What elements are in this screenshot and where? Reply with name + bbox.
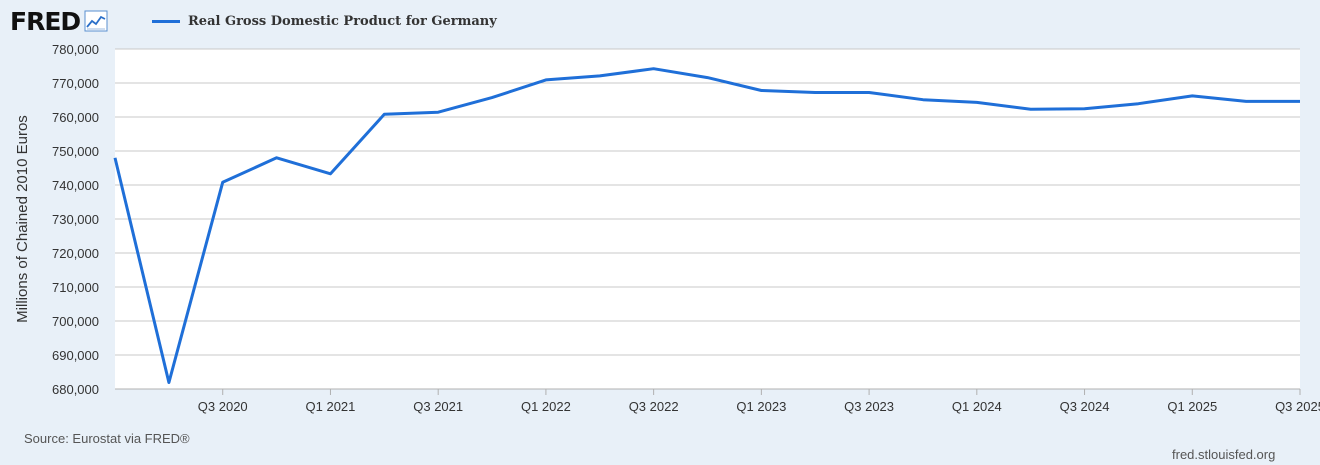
data-point[interactable] bbox=[272, 153, 282, 163]
data-point[interactable] bbox=[218, 177, 228, 187]
y-tick-label: 730,000 bbox=[52, 212, 99, 227]
data-point[interactable] bbox=[649, 64, 659, 74]
y-tick-label: 700,000 bbox=[52, 314, 99, 329]
data-point[interactable] bbox=[810, 88, 820, 98]
series-layer bbox=[110, 64, 1305, 388]
y-tick-label: 750,000 bbox=[52, 144, 99, 159]
fred-logo[interactable]: FRED bbox=[10, 6, 81, 36]
y-tick-label: 680,000 bbox=[52, 382, 99, 397]
x-tick-label: Q3 2022 bbox=[629, 399, 679, 414]
data-point[interactable] bbox=[379, 109, 389, 119]
data-point[interactable] bbox=[1187, 91, 1197, 101]
x-tick-label: Q3 2020 bbox=[198, 399, 248, 414]
data-point[interactable] bbox=[487, 93, 497, 103]
y-tick-label: 780,000 bbox=[52, 42, 99, 57]
y-tick-label: 770,000 bbox=[52, 76, 99, 91]
data-point[interactable] bbox=[110, 153, 120, 163]
y-tick-label: 760,000 bbox=[52, 110, 99, 125]
x-tick-label: Q1 2022 bbox=[521, 399, 571, 414]
data-point[interactable] bbox=[864, 88, 874, 98]
chart-line-icon bbox=[84, 10, 108, 32]
x-tick-label: Q3 2025 bbox=[1275, 399, 1320, 414]
y-tick-label: 740,000 bbox=[52, 178, 99, 193]
x-axis: Q3 2020 Q1 2021 Q3 2021 Q1 2022 Q3 2022 Q1 20… bbox=[115, 388, 1320, 414]
data-point[interactable] bbox=[1026, 104, 1036, 114]
legend-label[interactable]: Real Gross Domestic Product for Germany bbox=[188, 14, 497, 29]
y-tick-label: 720,000 bbox=[52, 246, 99, 261]
x-tick-label: Q3 2021 bbox=[413, 399, 463, 414]
data-point[interactable] bbox=[1080, 104, 1090, 114]
data-point[interactable] bbox=[1133, 99, 1143, 109]
x-tick-label: Q1 2021 bbox=[306, 399, 356, 414]
y-axis: 680,000 690,000 700,000 710,000 720,000 730,0… bbox=[52, 42, 99, 397]
data-point[interactable] bbox=[756, 85, 766, 95]
data-point[interactable] bbox=[1241, 96, 1251, 106]
data-point[interactable] bbox=[918, 95, 928, 105]
site-url[interactable]: fred.stlouisfed.org bbox=[1172, 447, 1276, 462]
data-point[interactable] bbox=[325, 169, 335, 179]
data-point[interactable] bbox=[703, 73, 713, 83]
x-tick-label: Q1 2025 bbox=[1167, 399, 1217, 414]
data-point[interactable] bbox=[164, 378, 174, 388]
data-point[interactable] bbox=[541, 75, 551, 85]
data-point[interactable] bbox=[1295, 96, 1305, 106]
legend: Real Gross Domestic Product for Germany bbox=[152, 14, 497, 29]
series-line-gdp[interactable] bbox=[113, 67, 1300, 384]
data-point[interactable] bbox=[433, 107, 443, 117]
y-axis-title: Millions of Chained 2010 Euros bbox=[14, 115, 31, 323]
x-tick-label: Q3 2023 bbox=[844, 399, 894, 414]
x-tick-label: Q1 2024 bbox=[952, 399, 1002, 414]
legend-swatch bbox=[152, 20, 180, 23]
data-point[interactable] bbox=[595, 71, 605, 81]
data-point[interactable] bbox=[972, 97, 982, 107]
y-tick-label: 690,000 bbox=[52, 348, 99, 363]
x-tick-label: Q1 2023 bbox=[736, 399, 786, 414]
source-note: Source: Eurostat via FRED® bbox=[24, 431, 190, 446]
x-tick-label: Q3 2024 bbox=[1060, 399, 1110, 414]
y-tick-label: 710,000 bbox=[52, 280, 99, 295]
header: FRED bbox=[10, 6, 108, 36]
